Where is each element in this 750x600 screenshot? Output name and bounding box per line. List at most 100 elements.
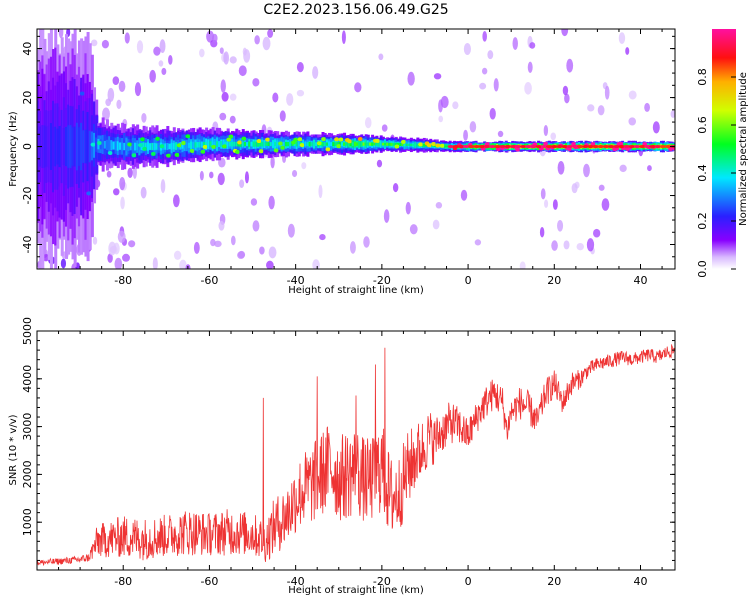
heatmap-cell bbox=[112, 141, 116, 150]
heatmap-speckle bbox=[586, 238, 595, 252]
heatmap-speckle bbox=[349, 241, 356, 254]
heatmap-speckle bbox=[652, 121, 660, 134]
colorbar-tick-label: 0.2 bbox=[696, 212, 709, 230]
heatmap-blob bbox=[211, 144, 217, 149]
heatmap-core bbox=[463, 144, 470, 149]
heatmap-blob bbox=[400, 139, 406, 144]
heatmap-core bbox=[592, 144, 599, 149]
heatmap-blob bbox=[159, 144, 165, 149]
heatmap-core bbox=[499, 144, 506, 149]
heatmap-speckle bbox=[259, 246, 265, 255]
heatmap-speckle bbox=[597, 105, 605, 116]
heatmap-blob bbox=[321, 137, 327, 142]
heatmap-cell bbox=[103, 140, 107, 149]
heatmap-cell bbox=[371, 142, 375, 146]
heatmap-cell bbox=[243, 142, 247, 147]
heatmap-cell bbox=[67, 125, 71, 168]
heatmap-speckle bbox=[557, 160, 565, 175]
heatmap-speckle bbox=[544, 199, 549, 208]
heatmap-speckle bbox=[463, 129, 468, 141]
heatmap-cell bbox=[360, 142, 364, 146]
heatmap-core bbox=[483, 144, 491, 149]
heatmap-speckle bbox=[489, 107, 496, 120]
heatmap-cell bbox=[368, 142, 372, 146]
snr-frame bbox=[36, 330, 676, 571]
heatmap-blob bbox=[155, 136, 161, 141]
snr-y-axis: 1000 2000 3000 4000 5000 bbox=[21, 317, 675, 571]
heatmap-blob bbox=[278, 141, 284, 146]
x-tick-label: -20 bbox=[373, 575, 391, 588]
heatmap-cell bbox=[123, 142, 127, 151]
heatmap-core bbox=[540, 144, 548, 149]
heatmap-cell bbox=[252, 141, 256, 147]
heatmap-cell bbox=[269, 142, 273, 147]
heatmap-cell bbox=[222, 141, 226, 147]
heatmap-cell bbox=[321, 141, 325, 147]
heatmap-speckle bbox=[229, 93, 237, 101]
heatmap-cell bbox=[142, 142, 146, 151]
x-tick-label: -40 bbox=[287, 274, 305, 287]
heatmap-cell bbox=[353, 141, 357, 147]
heatmap-speckle bbox=[219, 112, 227, 121]
heatmap-blob bbox=[189, 148, 195, 153]
heatmap-blob bbox=[140, 137, 146, 142]
heatmap-speckle bbox=[153, 46, 161, 56]
heatmap-blob bbox=[142, 146, 148, 151]
spectrogram-xlabel: Height of straight line (km) bbox=[288, 285, 424, 296]
spectrogram-ylabel: Frequency (Hz) bbox=[8, 111, 19, 187]
y-tick-label: 20 bbox=[21, 91, 34, 105]
heatmap-cell bbox=[198, 141, 202, 148]
heatmap-cell bbox=[293, 142, 297, 147]
heatmap-cell bbox=[129, 142, 133, 151]
heatmap-speckle bbox=[243, 49, 251, 63]
y-tick-label: 1000 bbox=[21, 508, 34, 536]
heatmap-core bbox=[644, 144, 651, 149]
x-tick-label: -40 bbox=[287, 575, 305, 588]
heatmap-speckle bbox=[341, 30, 346, 44]
heatmap-blob bbox=[150, 151, 156, 156]
heatmap-speckle bbox=[120, 196, 125, 210]
spectrogram-heatmap bbox=[37, 29, 675, 269]
heatmap-speckle bbox=[270, 155, 275, 169]
heatmap-core bbox=[576, 144, 584, 149]
colorbar-ticks: 0.0 0.2 0.4 0.6 0.8 bbox=[696, 68, 736, 278]
heatmap-speckle bbox=[127, 167, 133, 178]
heatmap-speckle bbox=[469, 121, 477, 133]
heatmap-cell bbox=[254, 141, 258, 147]
heatmap-cell bbox=[41, 125, 45, 169]
heatmap-cell bbox=[110, 140, 114, 151]
heatmap-speckle bbox=[141, 113, 147, 123]
heatmap-speckle bbox=[301, 162, 307, 170]
heatmap-blob bbox=[97, 141, 103, 146]
heatmap-cell bbox=[386, 142, 390, 146]
heatmap-speckle bbox=[487, 50, 494, 60]
heatmap-speckle bbox=[218, 220, 225, 231]
heatmap-speckle bbox=[229, 115, 236, 124]
heatmap-speckle bbox=[212, 33, 218, 43]
heatmap-speckle bbox=[168, 55, 173, 65]
heatmap-core bbox=[504, 144, 511, 149]
heatmap-speckle bbox=[209, 171, 214, 179]
heatmap-cell bbox=[235, 141, 239, 147]
heatmap-speckle bbox=[552, 199, 558, 210]
heatmap-speckle bbox=[625, 47, 630, 55]
heatmap-blob bbox=[618, 141, 624, 146]
heatmap-core bbox=[613, 144, 620, 149]
heatmap-speckle bbox=[272, 92, 279, 103]
heatmap-cell bbox=[75, 122, 79, 171]
heatmap-blob bbox=[256, 139, 262, 144]
heatmap-core bbox=[468, 144, 475, 149]
heatmap-blob bbox=[176, 143, 182, 148]
heatmap-cell bbox=[168, 143, 172, 150]
heatmap-blob bbox=[435, 143, 441, 148]
heatmap-cell bbox=[82, 130, 86, 163]
heatmap-blob bbox=[222, 144, 228, 149]
heatmap-speckle bbox=[223, 51, 230, 65]
heatmap-speckle bbox=[593, 228, 601, 238]
heatmap-speckle bbox=[102, 107, 110, 121]
heatmap-cell bbox=[381, 142, 385, 146]
heatmap-speckle bbox=[112, 76, 120, 86]
heatmap-cell bbox=[185, 142, 189, 149]
heatmap-speckle bbox=[107, 87, 115, 102]
heatmap-cell bbox=[308, 141, 312, 147]
